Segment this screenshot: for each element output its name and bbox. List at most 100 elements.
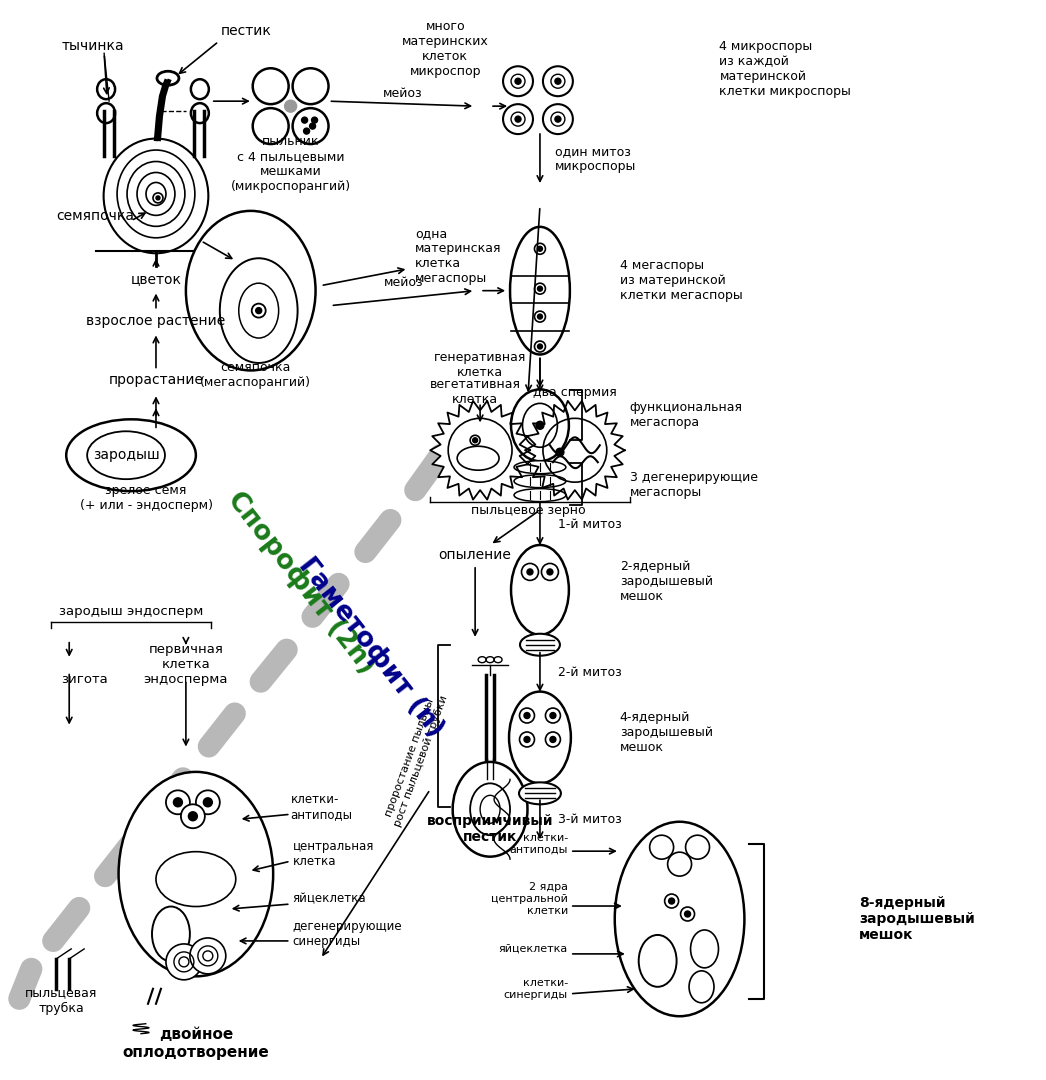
Circle shape <box>174 798 182 807</box>
Polygon shape <box>430 401 530 500</box>
Text: Гаметофит (n): Гаметофит (n) <box>293 553 449 742</box>
Ellipse shape <box>519 782 561 805</box>
Ellipse shape <box>293 108 328 144</box>
Circle shape <box>527 569 533 575</box>
Ellipse shape <box>293 68 328 104</box>
Ellipse shape <box>511 390 569 461</box>
Text: зигота: зигота <box>62 673 108 686</box>
Circle shape <box>203 798 212 807</box>
Text: 4 микроспоры
из каждой
материнской
клетки микроспоры: 4 микроспоры из каждой материнской клетк… <box>720 40 851 98</box>
Circle shape <box>550 713 555 718</box>
Ellipse shape <box>615 822 745 1016</box>
Text: тычинка: тычинка <box>62 39 123 53</box>
Text: клетки-
антиподы: клетки- антиподы <box>509 834 568 855</box>
Circle shape <box>524 737 530 742</box>
Ellipse shape <box>87 431 165 480</box>
Ellipse shape <box>510 227 570 354</box>
Ellipse shape <box>514 475 566 488</box>
Circle shape <box>550 737 555 742</box>
Ellipse shape <box>520 634 560 656</box>
Text: прорастание: прорастание <box>109 374 204 388</box>
Text: 3-й митоз: 3-й митоз <box>558 813 621 826</box>
Circle shape <box>668 899 675 904</box>
Text: проростание пыльцы
рост пыльцевой трубки: проростание пыльцы рост пыльцевой трубки <box>382 690 449 828</box>
Text: яйцеклетка: яйцеклетка <box>293 892 366 905</box>
Circle shape <box>303 129 310 134</box>
Text: много
материнских
клеток
микроспор: много материнских клеток микроспор <box>402 21 488 79</box>
Ellipse shape <box>470 783 510 835</box>
Circle shape <box>538 314 543 319</box>
Text: взрослое растение: взрослое растение <box>87 313 226 327</box>
Circle shape <box>196 791 220 814</box>
Circle shape <box>524 713 530 718</box>
Text: мейоз: мейоз <box>383 86 423 99</box>
Circle shape <box>301 117 308 123</box>
Ellipse shape <box>453 761 527 856</box>
Ellipse shape <box>690 930 719 968</box>
Text: 2-ядерный
зародышевый
мешок: 2-ядерный зародышевый мешок <box>619 561 712 604</box>
Polygon shape <box>525 401 624 500</box>
Ellipse shape <box>509 691 571 783</box>
Text: два спермия: два спермия <box>533 386 617 399</box>
Ellipse shape <box>639 935 677 987</box>
Text: пыльцевая
трубка: пыльцевая трубка <box>25 987 97 1015</box>
Text: восприимчивый
пестик: восприимчивый пестик <box>427 814 553 845</box>
Circle shape <box>473 437 478 443</box>
Circle shape <box>310 123 316 130</box>
Ellipse shape <box>152 906 190 961</box>
Ellipse shape <box>514 488 566 501</box>
Circle shape <box>547 569 553 575</box>
Circle shape <box>255 308 262 313</box>
Ellipse shape <box>457 446 499 470</box>
Circle shape <box>181 805 205 828</box>
Circle shape <box>536 421 544 429</box>
Text: функциональная
мегаспора: функциональная мегаспора <box>630 402 743 430</box>
Circle shape <box>685 835 709 860</box>
Circle shape <box>166 944 202 980</box>
Text: Спорофит (2n): Спорофит (2n) <box>222 487 380 679</box>
Circle shape <box>166 791 190 814</box>
Circle shape <box>650 835 674 860</box>
Circle shape <box>667 852 691 876</box>
Text: 4 мегаспоры
из материнской
клетки мегаспоры: 4 мегаспоры из материнской клетки мегасп… <box>619 259 743 302</box>
Circle shape <box>285 100 297 112</box>
Circle shape <box>515 78 521 84</box>
Circle shape <box>190 937 226 974</box>
Text: клетки-
синергиды: клетки- синергиды <box>504 978 568 1000</box>
Text: 2-й митоз: 2-й митоз <box>558 666 621 679</box>
Text: семяпочка
(мегаспорангий): семяпочка (мегаспорангий) <box>200 362 312 390</box>
Ellipse shape <box>514 461 566 474</box>
Circle shape <box>684 912 690 917</box>
Text: 4-ядерный
зародышевый
мешок: 4-ядерный зародышевый мешок <box>619 711 712 754</box>
Text: дегенерирующие
синергиды: дегенерирующие синергиды <box>293 920 403 948</box>
Ellipse shape <box>543 66 573 96</box>
Text: опыление: опыление <box>438 548 511 562</box>
Ellipse shape <box>156 852 235 906</box>
Circle shape <box>664 894 679 908</box>
Text: 1-й митоз: 1-й митоз <box>558 517 621 530</box>
Text: пыльцевое зерно: пыльцевое зерно <box>471 503 586 516</box>
Circle shape <box>188 812 198 821</box>
Ellipse shape <box>238 283 278 338</box>
Text: зародыш: зародыш <box>93 448 159 462</box>
Text: центральная
клетка: центральная клетка <box>293 840 374 868</box>
Ellipse shape <box>253 108 289 144</box>
Text: пыльник
с 4 пыльцевыми
мешками
(микроспорангий): пыльник с 4 пыльцевыми мешками (микроспо… <box>230 135 350 193</box>
Text: зародыш эндосперм: зародыш эндосперм <box>59 605 203 619</box>
Ellipse shape <box>503 66 533 96</box>
Ellipse shape <box>66 419 196 491</box>
Text: один митоз
микроспоры: один митоз микроспоры <box>555 145 636 173</box>
Circle shape <box>538 345 543 349</box>
Text: 8-ядерный
зародышевый
мешок: 8-ядерный зародышевый мешок <box>859 895 975 942</box>
Circle shape <box>470 435 480 445</box>
Text: одна
материнская
клетка
мегаспоры: одна материнская клетка мегаспоры <box>415 227 502 285</box>
Ellipse shape <box>503 104 533 134</box>
Circle shape <box>538 246 543 252</box>
Circle shape <box>312 117 318 123</box>
Ellipse shape <box>689 971 714 1002</box>
Text: вегетативная
клетка: вегетативная клетка <box>430 378 521 406</box>
Ellipse shape <box>118 772 273 976</box>
Ellipse shape <box>543 104 573 134</box>
Text: мейоз: мейоз <box>384 276 424 289</box>
Text: клетки-
антиподы: клетки- антиподы <box>291 794 353 821</box>
